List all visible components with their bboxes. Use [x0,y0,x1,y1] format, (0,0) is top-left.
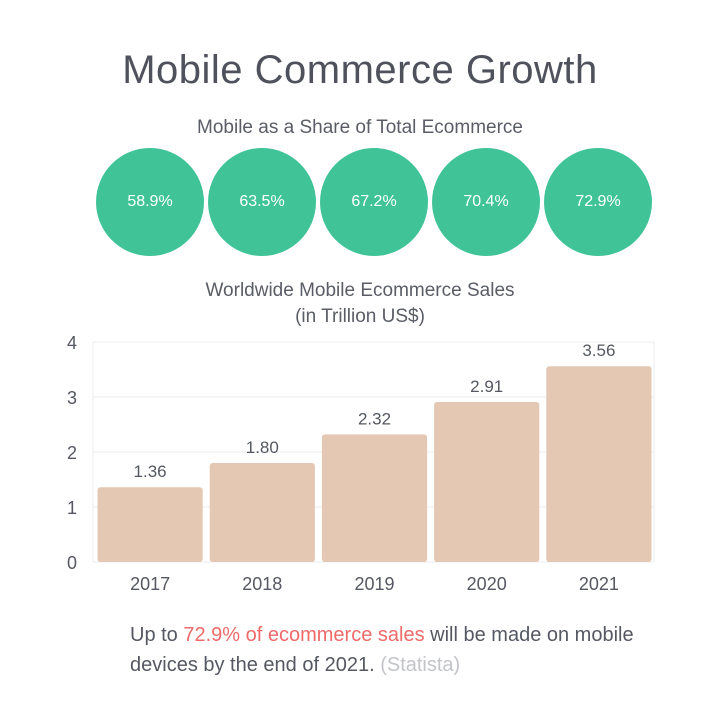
footer-source: (Statista) [380,654,461,676]
y-tick-label: 0 [67,553,77,573]
bar-value-label: 2.32 [358,409,391,428]
page-title: Mobile Commerce Growth [122,48,598,92]
share-circle-label: 63.5% [239,193,285,210]
footer-highlight: 72.9% of ecommerce sales [183,624,425,646]
share-circle-2019: 67.2% [320,148,428,256]
x-tick-label: 2019 [354,574,394,594]
x-tick-label: 2021 [579,574,619,594]
share-circle-2017: 58.9% [96,148,204,256]
bar-value-label: 1.36 [134,462,167,481]
share-circle-2018: 63.5% [208,148,316,256]
footer-text-post: will be made on mobile devices by the en… [130,624,634,676]
bar-2020 [434,401,540,562]
share-circles: 58.9% 63.5% 67.2% 70.4% 72.9% [96,148,652,256]
share-circle-label: 70.4% [463,193,509,210]
share-section-title: Mobile as a Share of Total Ecommerce [197,117,523,138]
sales-chart-title-line: Worldwide Mobile Ecommerce Sales [205,280,515,301]
bar-value-label: 2.91 [470,377,503,396]
bar-value-label: 3.56 [582,341,615,360]
share-circle-label: 72.9% [575,193,621,210]
share-circle-label: 58.9% [127,193,173,210]
bar-value-label: 1.80 [246,438,279,457]
footer-text-pre: Up to [130,624,184,646]
sales-chart-subtitle: (in Trillion US$) [295,306,425,327]
footer-note: Up to 72.9% of ecommerce sales will be m… [130,620,650,680]
y-tick-label: 3 [67,388,77,408]
share-circle-2021: 72.9% [544,148,652,256]
sales-chart-title: Worldwide Mobile Ecommerce Sales (in Tri… [0,278,720,330]
bar-2018 [209,463,315,562]
y-tick-label: 2 [67,443,77,463]
x-tick-label: 2018 [242,574,282,594]
bar-2021 [546,366,652,562]
bar-2019 [321,434,428,562]
x-tick-label: 2020 [467,574,507,594]
share-circle-label: 67.2% [351,193,397,210]
x-tick-label: 2017 [130,574,170,594]
y-tick-label: 1 [67,498,77,518]
share-circle-2020: 70.4% [432,148,540,256]
bar-2017 [97,487,203,562]
y-tick-label: 4 [67,333,77,353]
